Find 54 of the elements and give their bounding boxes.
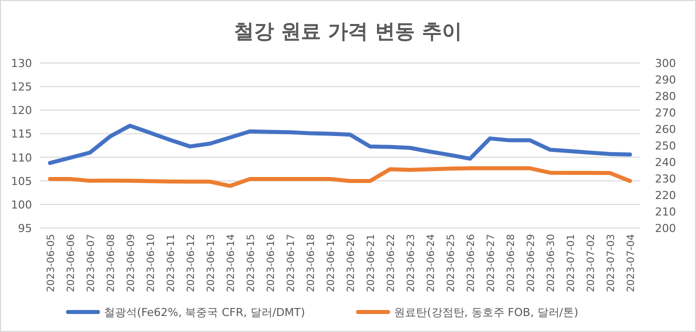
x-tick-label: 2023-06-21 (366, 234, 377, 292)
y2-tick-label: 230 (655, 172, 676, 186)
x-tick-label: 2023-06-28 (506, 234, 517, 292)
x-tick-label: 2023-06-30 (546, 234, 557, 292)
y2-tick-label: 220 (655, 189, 676, 202)
x-tick-label: 2023-06-27 (486, 234, 497, 292)
y-tick-label: 130 (11, 57, 32, 70)
x-tick-label: 2023-07-02 (586, 234, 597, 292)
x-tick-label: 2023-06-07 (86, 234, 97, 292)
x-tick-label: 2023-06-24 (426, 234, 437, 292)
x-tick-label: 2023-06-12 (186, 234, 197, 292)
x-tick-label: 2023-06-22 (386, 234, 397, 292)
line-series (48, 124, 632, 165)
y2-tick-label: 250 (655, 140, 676, 152)
x-tick-label: 2023-06-13 (206, 234, 217, 292)
y2-tick-label: 210 (655, 206, 676, 218)
y2-tick-label: 270 (655, 106, 676, 120)
y2-tick-label: 290 (655, 74, 676, 86)
y-tick-label: 105 (11, 174, 32, 188)
x-tick-label: 2023-06-11 (166, 234, 177, 292)
x-tick-label: 2023-06-10 (146, 234, 157, 292)
y-tick-label: 120 (11, 104, 32, 118)
x-tick-label: 2023-06-26 (466, 234, 477, 292)
x-tick-label: 2023-06-23 (406, 234, 417, 292)
x-tick-label: 2023-07-04 (626, 234, 637, 292)
y2-tick-label: 300 (655, 57, 676, 70)
y-tick-label: 115 (11, 128, 32, 141)
y2-tick-label: 260 (655, 123, 676, 136)
x-tick-label: 2023-07-03 (606, 234, 617, 292)
x-tick-label: 2023-06-05 (46, 234, 57, 292)
x-tick-label: 2023-06-14 (226, 234, 237, 292)
chart-title: 철강 원료 가격 변동 추이 (234, 19, 462, 43)
x-tick-label: 2023-06-29 (526, 234, 537, 292)
x-tick-label: 2023-06-17 (286, 234, 297, 292)
y-tick-label: 110 (11, 151, 32, 164)
x-tick-label: 2023-06-18 (306, 234, 317, 292)
x-tick-label: 2023-06-19 (326, 234, 337, 292)
x-tick-label: 2023-06-25 (446, 234, 457, 292)
y2-tick-label: 280 (655, 90, 676, 103)
y2-tick-label: 240 (655, 156, 676, 169)
y-tick-label: 125 (11, 80, 32, 94)
x-tick-label: 2023-06-15 (246, 234, 257, 292)
y-tick-label: 95 (18, 222, 32, 235)
x-tick-label: 2023-06-09 (126, 234, 137, 292)
x-tick-label: 2023-06-06 (66, 234, 77, 292)
legend-label: 철광석(Fe62%, 북중국 CFR, 달러/DMT) (104, 306, 306, 319)
y2-tick-label: 200 (655, 222, 676, 235)
x-tick-label: 2023-06-08 (106, 234, 117, 292)
x-tick-label: 2023-06-16 (266, 234, 277, 292)
x-tick-label: 2023-07-01 (566, 234, 577, 292)
line-series (48, 166, 632, 188)
y-tick-label: 100 (11, 198, 32, 212)
x-tick-label: 2023-06-20 (346, 234, 357, 292)
legend-label: 원료탄(강점탄, 동호주 FOB, 달러/톤) (394, 306, 578, 319)
